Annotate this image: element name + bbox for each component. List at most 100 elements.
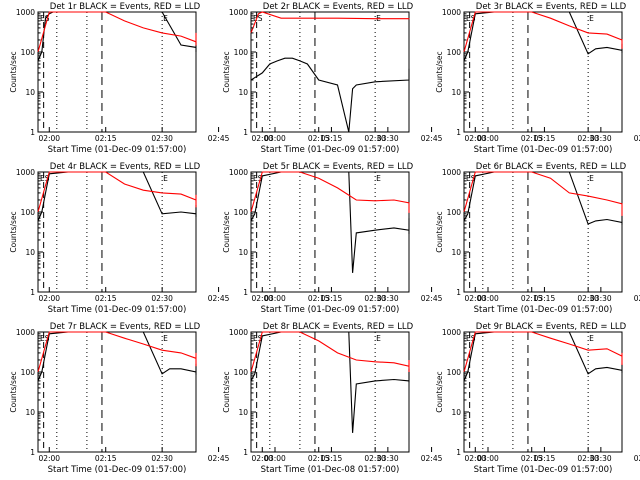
x-tick-label: 02:00	[251, 134, 273, 143]
y-tick-label: 1	[456, 288, 461, 297]
plot-frame	[250, 331, 410, 453]
y-tick-label: 1	[456, 448, 461, 457]
x-tick-label: 02:15	[308, 134, 330, 143]
x-tick-label: 02:30	[577, 294, 599, 303]
y-tick-label: 1	[30, 288, 35, 297]
events-series-line	[463, 11, 623, 62]
plot-frame	[463, 171, 623, 293]
y-tick-label: 1	[30, 128, 35, 137]
lld-series-line	[250, 331, 410, 373]
x-tick-label: 02:00	[38, 294, 60, 303]
marker-es-label: ES	[253, 174, 263, 183]
x-tick-label: 02:30	[151, 134, 173, 143]
events-series-line	[463, 331, 623, 382]
y-tick-label: 1000	[229, 168, 248, 177]
marker-e-label: E	[376, 174, 381, 183]
chart-title: Det 4r BLACK = Events, RED = LLD	[50, 162, 201, 172]
x-tick-label: 02:15	[521, 294, 543, 303]
marker-e-label: E	[589, 334, 594, 343]
events-series-line	[37, 11, 197, 62]
x-tick-label: 02:45	[208, 294, 230, 303]
chart-panel-3: ES E 1 10 100 1000 02:00 02:15 02:30 02:45 03:00 03…	[435, 2, 640, 155]
marker-e-label: E	[376, 334, 381, 343]
marker-es-label: ES	[466, 14, 476, 23]
x-axis-label: Start Time (01-Dec-09 01:57:00)	[48, 305, 187, 315]
x-tick-label: 03:30	[377, 454, 399, 463]
x-axis-label: Start Time (01-Dec-09 01:57:00)	[261, 145, 400, 155]
x-tick-label: 03:30	[377, 134, 399, 143]
x-tick-label: 02:15	[521, 134, 543, 143]
y-tick-label: 100	[234, 368, 249, 377]
lld-series-line	[37, 331, 197, 373]
y-tick-label: 1000	[442, 328, 461, 337]
x-tick-label: 03:00	[264, 134, 286, 143]
x-tick-label: 02:30	[151, 454, 173, 463]
marker-e-label: E	[589, 174, 594, 183]
y-tick-label: 10	[238, 248, 248, 257]
x-tick-label: 02:15	[95, 294, 117, 303]
chart-panel-6: ES E 1 10 100 1000 02:00 02:15 02:30 02:45 03:00 03…	[435, 162, 640, 315]
plot-frame	[37, 331, 197, 453]
marker-e-label: E	[589, 14, 594, 23]
chart-title: Det 6r BLACK = Events, RED = LLD	[476, 162, 627, 172]
x-tick-label: 03:30	[590, 134, 612, 143]
y-tick-label: 1000	[229, 8, 248, 17]
x-axis-label: Start Time (01-Dec-09 01:57:00)	[48, 465, 187, 475]
x-axis-label: Start Time (01-Dec-09 01:57:00)	[261, 305, 400, 315]
x-tick-label: 02:30	[151, 294, 173, 303]
lld-series-line	[37, 171, 197, 213]
chart-title: Det 3r BLACK = Events, RED = LLD	[476, 2, 627, 12]
x-tick-label: 02:45	[421, 454, 443, 463]
x-tick-label: 02:15	[308, 294, 330, 303]
x-tick-label: 02:45	[634, 454, 640, 463]
x-tick-label: 03:30	[590, 454, 612, 463]
plot-frame	[250, 11, 410, 133]
x-tick-label: 02:15	[308, 454, 330, 463]
marker-es-label: ES	[40, 174, 50, 183]
y-axis-label: Counts/sec	[9, 211, 18, 252]
plot-frame	[37, 171, 197, 293]
x-tick-label: 02:00	[38, 134, 60, 143]
x-tick-label: 02:15	[95, 134, 117, 143]
x-tick-label: 03:15	[321, 454, 343, 463]
chart-title: Det 7r BLACK = Events, RED = LLD	[50, 322, 201, 332]
x-tick-label: 02:30	[577, 134, 599, 143]
y-tick-label: 1	[30, 448, 35, 457]
marker-es-label: ES	[466, 174, 476, 183]
x-tick-label: 02:00	[464, 454, 486, 463]
y-tick-label: 100	[21, 368, 36, 377]
x-axis-label: Start Time (01-Dec-09 01:57:00)	[474, 145, 613, 155]
events-series-line	[250, 57, 410, 133]
y-tick-label: 1	[456, 128, 461, 137]
x-tick-label: 02:45	[208, 454, 230, 463]
chart-panel-2: ES E 1 10 100 1000 02:00 02:15 02:30 02:45 03:00 03…	[222, 2, 612, 155]
y-tick-label: 1000	[229, 328, 248, 337]
chart-panel-8: ES E 1 10 100 1000 02:00 02:15 02:30 02:45 03:00 03…	[222, 322, 612, 475]
y-axis-label: Counts/sec	[435, 51, 444, 92]
y-tick-label: 100	[447, 48, 462, 57]
events-series-line	[37, 331, 197, 382]
lld-series-line	[463, 331, 623, 373]
y-tick-label: 10	[238, 88, 248, 97]
y-tick-label: 1000	[16, 168, 35, 177]
y-tick-label: 1	[243, 128, 248, 137]
y-tick-label: 100	[447, 208, 462, 217]
marker-es-label: ES	[253, 334, 263, 343]
x-tick-label: 03:30	[590, 294, 612, 303]
x-tick-label: 02:15	[521, 454, 543, 463]
x-tick-label: 03:15	[534, 294, 556, 303]
y-axis-label: Counts/sec	[222, 371, 231, 412]
chart-title: Det 2r BLACK = Events, RED = LLD	[263, 2, 414, 12]
marker-es-label: ES	[253, 14, 263, 23]
y-tick-label: 10	[451, 88, 461, 97]
y-tick-label: 10	[451, 248, 461, 257]
events-series-line	[250, 171, 410, 273]
x-tick-label: 02:15	[95, 454, 117, 463]
x-tick-label: 02:45	[634, 294, 640, 303]
y-tick-label: 1000	[16, 328, 35, 337]
x-tick-label: 03:00	[477, 294, 499, 303]
x-tick-label: 03:30	[377, 294, 399, 303]
x-tick-label: 03:15	[534, 454, 556, 463]
x-axis-label: Start Time (01-Dec-09 01:57:00)	[474, 305, 613, 315]
